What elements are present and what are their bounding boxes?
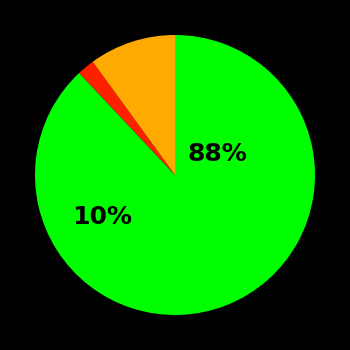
- Wedge shape: [93, 35, 175, 175]
- Wedge shape: [35, 35, 315, 315]
- Wedge shape: [79, 62, 175, 175]
- Text: 88%: 88%: [187, 142, 247, 166]
- Text: 10%: 10%: [72, 205, 132, 229]
